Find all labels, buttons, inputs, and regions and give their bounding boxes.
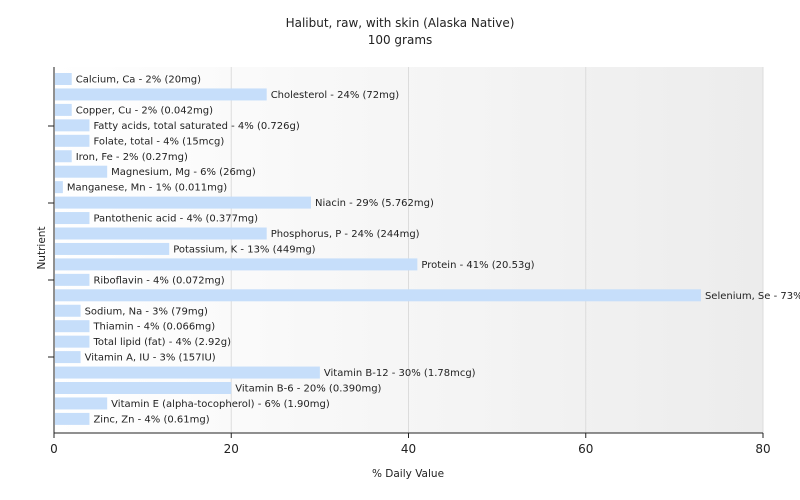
bar: [55, 397, 108, 410]
bar: [55, 335, 90, 348]
x-tick-label: 80: [755, 442, 770, 456]
bar-label: Protein - 41% (20.53g): [421, 260, 534, 271]
y-axis-title: Nutrient: [36, 226, 48, 269]
bar: [55, 366, 320, 379]
bar-label: Vitamin A, IU - 3% (157IU): [85, 353, 216, 364]
bar: [55, 73, 72, 85]
x-axis-title: % Daily Value: [372, 468, 444, 480]
bar-label: Vitamin B-6 - 20% (0.390mg): [235, 384, 381, 395]
x-tick-label: 40: [401, 442, 416, 456]
bar: [55, 212, 90, 225]
chart-subtitle: 100 grams: [368, 33, 433, 47]
bar-label: Sodium, Na - 3% (79mg): [85, 306, 208, 317]
bar-labels: Calcium, Ca - 2% (20mg) Cholesterol - 24%…: [67, 75, 800, 426]
bar-label: Pantothenic acid - 4% (0.377mg): [93, 214, 258, 225]
bar: [55, 227, 267, 240]
bar-label: Folate, total - 4% (15mcg): [93, 136, 224, 147]
bar-label: Vitamin B-12 - 30% (1.78mcg): [324, 368, 476, 379]
bar-label: Potassium, K - 13% (449mg): [173, 244, 315, 255]
bar-label: Calcium, Ca - 2% (20mg): [76, 75, 201, 86]
bar: [55, 165, 108, 178]
bar-label: Zinc, Zn - 4% (0.61mg): [93, 414, 209, 425]
bar: [55, 150, 72, 163]
bar: [55, 273, 90, 286]
x-axis-ticks: 0 20 40 60 80: [50, 433, 771, 456]
x-tick-label: 60: [578, 442, 593, 456]
bar: [55, 382, 232, 394]
bar: [55, 320, 90, 333]
bar: [55, 103, 72, 116]
bar-label: Cholesterol - 24% (72mg): [271, 90, 400, 101]
bar-label: Copper, Cu - 2% (0.042mg): [76, 105, 213, 116]
bar-label: Manganese, Mn - 1% (0.011mg): [67, 183, 227, 194]
bar: [55, 196, 312, 209]
bar: [55, 134, 90, 147]
bar-label: Magnesium, Mg - 6% (26mg): [111, 167, 256, 178]
bar: [55, 242, 170, 255]
bar: [55, 119, 90, 132]
bar: [55, 88, 267, 101]
bar-label: Phosphorus, P - 24% (244mg): [271, 229, 420, 240]
bar-label: Vitamin E (alpha-tocopherol) - 6% (1.90m…: [111, 399, 330, 410]
bar: [55, 351, 81, 364]
bar: [55, 304, 81, 317]
bar-label: Selenium, Se - 73% (51.1mcg): [705, 291, 800, 302]
bar-label: Fatty acids, total saturated - 4% (0.726…: [93, 121, 299, 132]
bar-label: Iron, Fe - 2% (0.27mg): [76, 152, 188, 163]
bar: [55, 412, 90, 425]
x-tick-label: 20: [224, 442, 239, 456]
chart-title: Halibut, raw, with skin (Alaska Native): [286, 16, 515, 30]
bar-label: Thiamin - 4% (0.066mg): [92, 322, 215, 333]
bar-label: Total lipid (fat) - 4% (2.92g): [92, 337, 231, 348]
bar: [55, 289, 701, 302]
x-tick-label: 0: [50, 442, 58, 456]
bar-label: Riboflavin - 4% (0.072mg): [93, 275, 224, 286]
bars: [55, 73, 701, 425]
bar: [55, 258, 418, 271]
bar-label: Niacin - 29% (5.762mg): [315, 198, 434, 209]
bar: [55, 181, 63, 194]
